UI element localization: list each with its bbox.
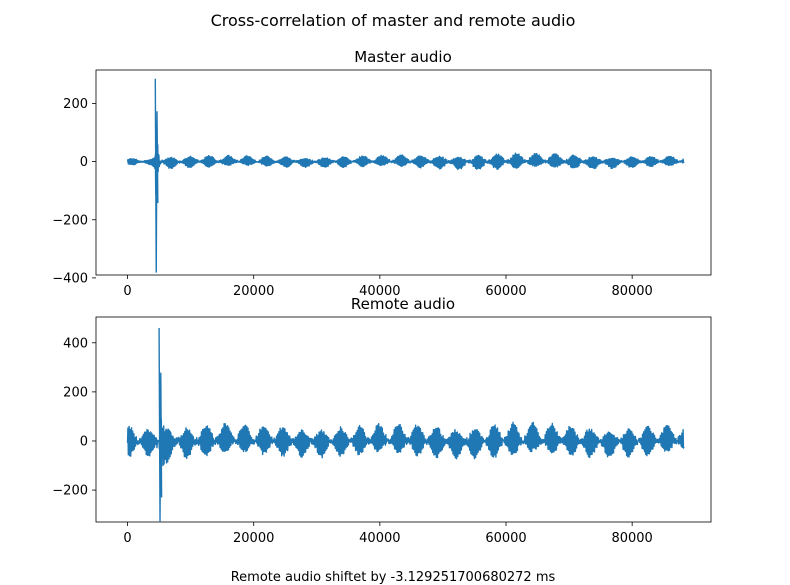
x-tick-label: 20000 — [233, 284, 274, 299]
plot-area-master: 0 20000 40000 60000 80000 −400 −200 0 200 — [52, 69, 712, 299]
plot-area-remote: 0 20000 40000 60000 80000 −200 0 200 400 — [52, 316, 712, 546]
y-tick-label: 200 — [63, 97, 88, 112]
x-tick-label: 60000 — [485, 531, 526, 546]
y-tick-label: −200 — [52, 213, 88, 228]
subplot-title-master: Master audio — [354, 48, 452, 66]
y-tick-label: 0 — [80, 155, 88, 170]
subplot-title-remote: Remote audio — [351, 295, 455, 313]
axes-frame — [95, 69, 712, 276]
x-tick-label: 40000 — [359, 531, 400, 546]
series-line — [126, 78, 685, 273]
x-tick-label: 60000 — [485, 284, 526, 299]
figure-title: Cross-correlation of master and remote a… — [211, 11, 576, 30]
x-tick-label: 40000 — [359, 284, 400, 299]
y-tick-label: 400 — [63, 336, 88, 351]
series-line — [126, 328, 685, 522]
y-tick-label: 200 — [63, 385, 88, 400]
y-tick-label: −400 — [52, 271, 88, 286]
shift-note: Remote audio shiftet by -3.1292517006802… — [231, 570, 556, 585]
x-tick-label: 0 — [123, 531, 131, 546]
x-tick-label: 20000 — [233, 531, 274, 546]
x-tick-label: 80000 — [611, 284, 652, 299]
y-tick-label: −200 — [52, 484, 88, 499]
subplot-remote-audio: Remote audio 0 20000 40000 60000 80000 −200 0 2… — [52, 295, 712, 546]
subplot-master-audio: Master audio 0 20000 40000 60000 80000 −400 −2… — [52, 48, 712, 299]
axes-frame — [95, 316, 712, 523]
y-tick-label: 0 — [80, 434, 88, 449]
x-tick-label: 0 — [123, 284, 131, 299]
x-tick-label: 80000 — [611, 531, 652, 546]
